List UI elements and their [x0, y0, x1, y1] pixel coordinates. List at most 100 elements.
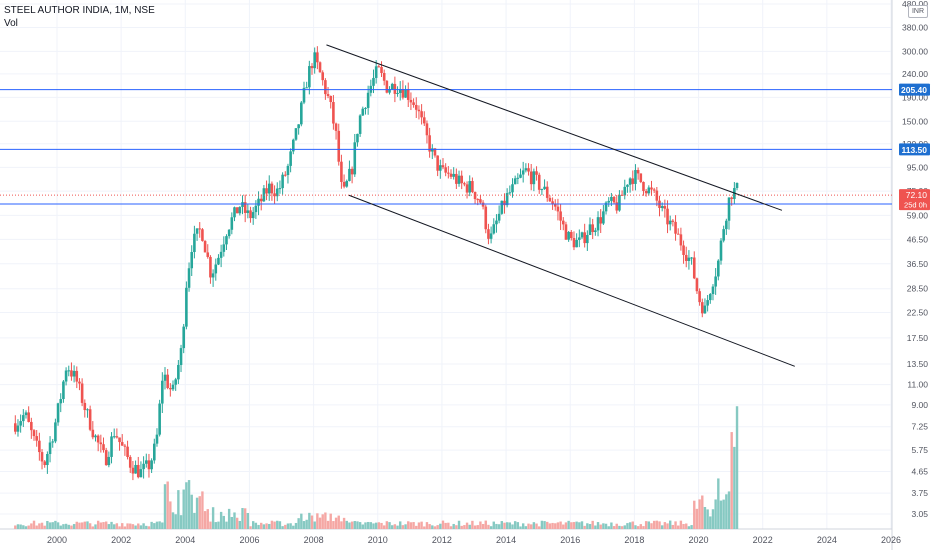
volume-bar — [452, 523, 455, 529]
volume-bar — [500, 521, 503, 529]
volume-bar — [685, 523, 688, 529]
candle-body — [251, 212, 255, 219]
candle-body — [487, 229, 490, 239]
volume-bar — [615, 523, 618, 529]
candle-body — [652, 189, 656, 191]
candle-body — [674, 221, 677, 234]
last-price-tag-text: 72.10 — [906, 190, 928, 200]
volume-bar — [126, 523, 129, 529]
candle-body — [513, 178, 517, 185]
x-tick-label: 2010 — [368, 535, 388, 545]
y-tick-label: 300.00 — [902, 46, 928, 56]
candle-body — [198, 228, 202, 230]
candle-body — [561, 220, 565, 225]
volume-bar — [586, 523, 589, 529]
candle-body — [59, 399, 63, 404]
y-tick-label: 4.65 — [911, 466, 928, 476]
volume-bar — [155, 521, 159, 529]
volume-bar — [16, 524, 20, 529]
volume-bar — [580, 521, 584, 529]
volume-bar — [35, 525, 38, 529]
volume-bar — [701, 495, 704, 529]
volume-bar — [43, 525, 46, 529]
candle-body — [270, 183, 274, 194]
candle-body — [489, 233, 493, 239]
candle-body — [452, 173, 455, 177]
candle-body — [286, 165, 290, 176]
candle-body — [94, 435, 97, 438]
volume-bar — [252, 521, 255, 529]
volume-bar — [583, 525, 586, 529]
candle-body — [283, 174, 287, 176]
volume-bar — [38, 523, 41, 529]
volume-bar — [607, 526, 610, 529]
volume-bar — [131, 524, 135, 529]
volume-bar — [610, 522, 613, 529]
volume-bar — [115, 523, 119, 529]
volume-bar — [310, 515, 314, 529]
candle-body — [243, 202, 247, 213]
candle-body — [366, 92, 370, 108]
candle-body — [406, 89, 410, 100]
volume-bar — [677, 525, 680, 529]
candle-body — [385, 80, 389, 93]
candle-body — [254, 205, 258, 213]
volume-bar — [663, 522, 667, 529]
volume-bar — [511, 524, 514, 529]
candle-body — [107, 456, 111, 466]
candle-body — [342, 181, 346, 187]
volume-bar — [733, 446, 736, 529]
volume-bar — [594, 525, 597, 529]
candle-body — [22, 415, 25, 422]
candle-body — [671, 220, 675, 222]
candle-body — [735, 182, 739, 189]
candle-body — [594, 230, 597, 232]
volume-bar — [473, 525, 477, 529]
volume-bar — [227, 508, 231, 529]
x-tick-label: 2004 — [175, 535, 195, 545]
candle-body — [591, 224, 594, 232]
candle-body — [345, 180, 349, 187]
volume-bar — [596, 522, 600, 529]
volume-bar — [669, 520, 672, 529]
volume-bar — [340, 521, 343, 529]
candle-body — [524, 168, 528, 171]
volume-bar — [658, 521, 661, 529]
volume-bar — [166, 481, 169, 529]
candle-body — [388, 89, 391, 93]
candle-body — [380, 66, 383, 74]
candle-body — [647, 187, 651, 194]
candle-body — [364, 107, 367, 109]
candle-body — [118, 437, 121, 443]
candle-body — [519, 174, 522, 178]
candle-body — [35, 436, 38, 441]
candle-body — [187, 268, 191, 288]
volume-bar — [96, 520, 100, 529]
volume-bar — [190, 494, 193, 529]
volume-bar — [294, 522, 298, 529]
volume-bar — [308, 512, 311, 529]
volume-bar — [206, 509, 209, 529]
candle-body — [329, 95, 333, 103]
volume-bar — [265, 523, 268, 529]
currency-badge[interactable]: INR — [908, 5, 928, 18]
volume-bar — [423, 526, 426, 529]
candle-body — [177, 364, 180, 380]
volume-bar — [169, 501, 172, 529]
volume-bar — [214, 522, 217, 529]
volume-bar — [725, 494, 728, 529]
volume-bar — [479, 521, 482, 529]
volume-bar — [153, 523, 156, 529]
volume-bar — [273, 521, 276, 529]
volume-bar — [270, 520, 274, 529]
volume-bar — [407, 521, 410, 529]
candle-body — [179, 348, 183, 365]
candle-body — [214, 264, 218, 274]
candle-body — [572, 238, 576, 248]
volume-bar — [14, 525, 17, 529]
candle-body — [217, 257, 220, 265]
candle-body — [147, 460, 151, 470]
candle-body — [166, 374, 169, 389]
